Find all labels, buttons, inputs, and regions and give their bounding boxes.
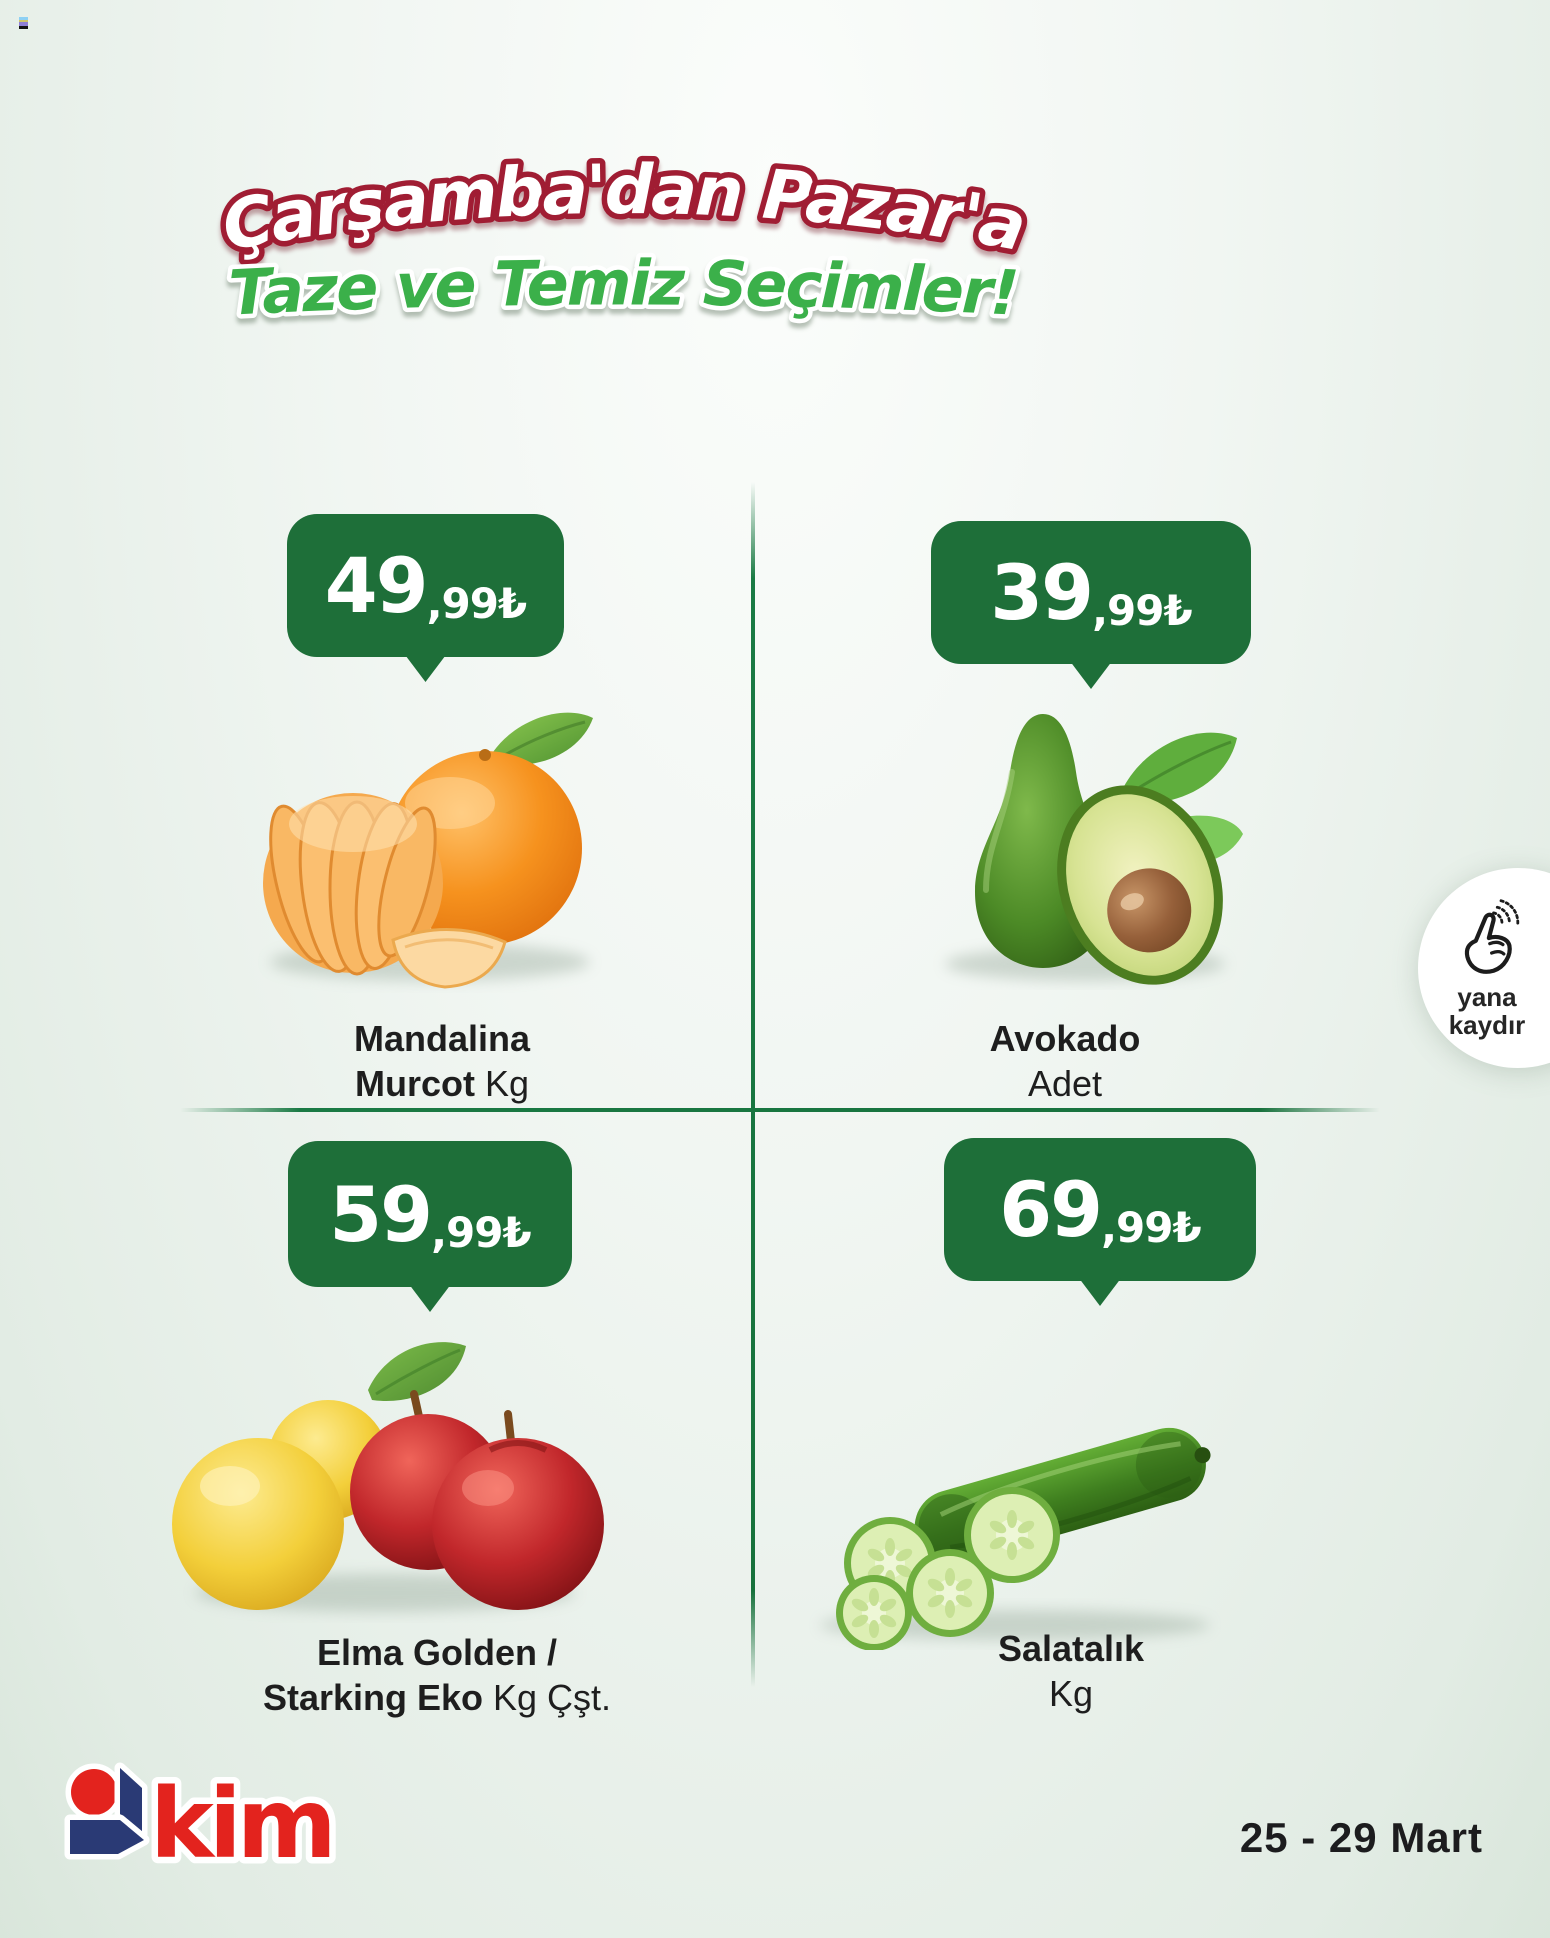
product-image-cucumber: [820, 1427, 1211, 1650]
date-range: 25 - 29 Mart: [1239, 1814, 1483, 1861]
price-bubble-avokado: 39,99₺: [931, 521, 1251, 689]
kim-logo: kim: [64, 1762, 343, 1887]
product-label-salatalik: Salatalık Kg: [997, 1628, 1145, 1714]
headline-line2: Taze ve Temiz Seçimler!: [227, 246, 1019, 329]
product-label-mandalina: Mandalina Murcot Kg: [353, 1018, 531, 1104]
product-label-avokado: Avokado Adet: [989, 1018, 1141, 1104]
print-registration-mark: [19, 17, 28, 29]
price-bubble-tail: [404, 654, 447, 682]
tap-hand-icon: [1464, 899, 1520, 974]
price-text: 39,99₺: [990, 548, 1192, 637]
swipe-badge[interactable]: yana kaydır: [1418, 868, 1550, 1068]
kim-logo-base: [64, 1814, 150, 1860]
price-bubble-elma: 59,99₺: [288, 1141, 572, 1312]
kim-logo-dot: [65, 1763, 123, 1821]
product-label-elma: Elma Golden / Starking Eko Kg Çşt.: [262, 1632, 612, 1718]
headline: Çarşamba'dan Pazar'a Taze ve Temiz Seçim…: [211, 145, 1037, 334]
price-text: 69,99₺: [999, 1165, 1201, 1254]
grid-divider-horizontal: [180, 1108, 1380, 1112]
price-text: 59,99₺: [329, 1169, 531, 1259]
product-image-apples: [172, 1342, 604, 1612]
price-bubble-tail: [1078, 1278, 1122, 1306]
product-image-avocado: [945, 714, 1243, 985]
price-bubble-tail: [408, 1284, 452, 1312]
price-bubble-salatalik: 69,99₺: [944, 1138, 1256, 1306]
price-text: 49,99₺: [324, 541, 527, 630]
kim-logo-word: kim: [150, 1768, 332, 1880]
product-image-tangerines: [263, 712, 593, 989]
price-bubble-mandalina: 49,99₺: [287, 514, 564, 682]
grid-divider-vertical: [751, 482, 755, 1687]
swipe-label: yana kaydır: [1448, 982, 1526, 1040]
